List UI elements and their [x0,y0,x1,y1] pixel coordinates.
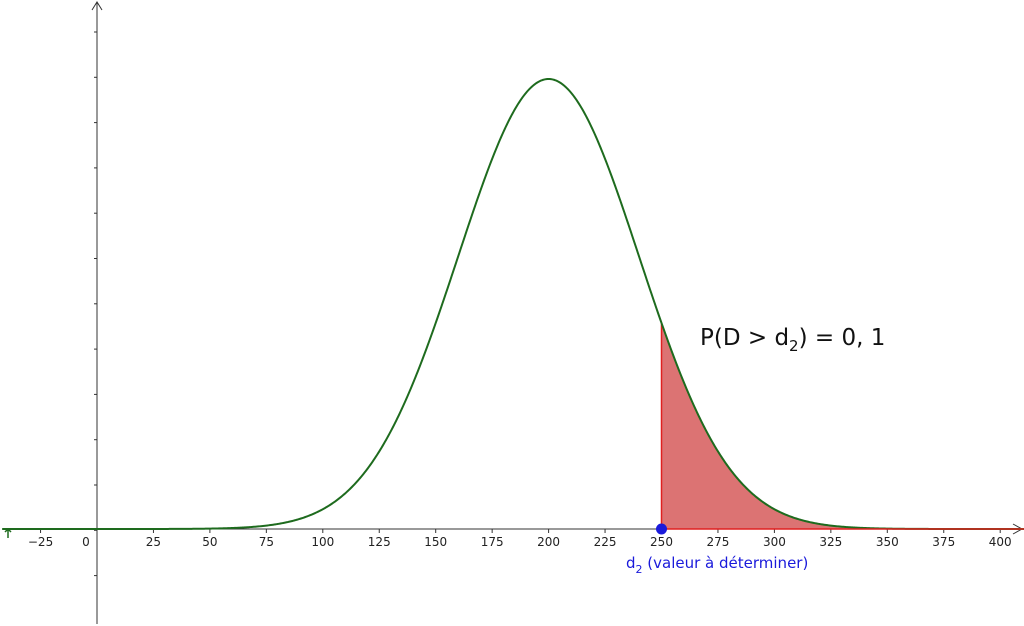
x-tick-label: 200 [537,535,560,549]
shaded-tail-area [661,322,1024,529]
annotation-suffix: ) = 0, 1 [799,325,886,351]
x-tick-label: 100 [311,535,334,549]
x-tick-label: 25 [146,535,161,549]
x-tick-label: 0 [82,535,90,549]
x-tick-label: 325 [819,535,842,549]
x-tick-label: 125 [368,535,391,549]
curve-start-marker [4,527,12,538]
d2-point[interactable] [656,523,667,535]
d2-label: d2 (valeur à déterminer) [626,554,808,576]
probability-annotation: P(D > d2) = 0, 1 [700,325,885,355]
density-curve [2,77,1024,530]
x-tick-label: 350 [876,535,899,549]
x-tick-label: −25 [28,535,53,549]
d2-label-subscript: 2 [636,563,643,576]
x-tick-label: 50 [202,535,217,549]
x-ticks: −25 0 25 50 75 100 125 150 175 200 225 250 275 300 325… [28,529,1012,549]
x-tick-label: 375 [932,535,955,549]
annotation-prefix: P(D > d [700,325,789,351]
x-tick-label: 275 [706,535,729,549]
x-tick-label: 150 [424,535,447,549]
x-tick-label: 300 [763,535,786,549]
d2-label-suffix: (valeur à déterminer) [643,554,809,572]
x-tick-label: 75 [259,535,274,549]
y-axis-arrow [91,1,103,11]
axes [4,1,1024,624]
x-tick-label: 225 [594,535,617,549]
x-tick-label: 175 [481,535,504,549]
x-tick-label: 250 [650,535,673,549]
annotation-subscript: 2 [789,337,799,355]
d2-label-prefix: d [626,554,636,572]
x-tick-label: 400 [989,535,1012,549]
